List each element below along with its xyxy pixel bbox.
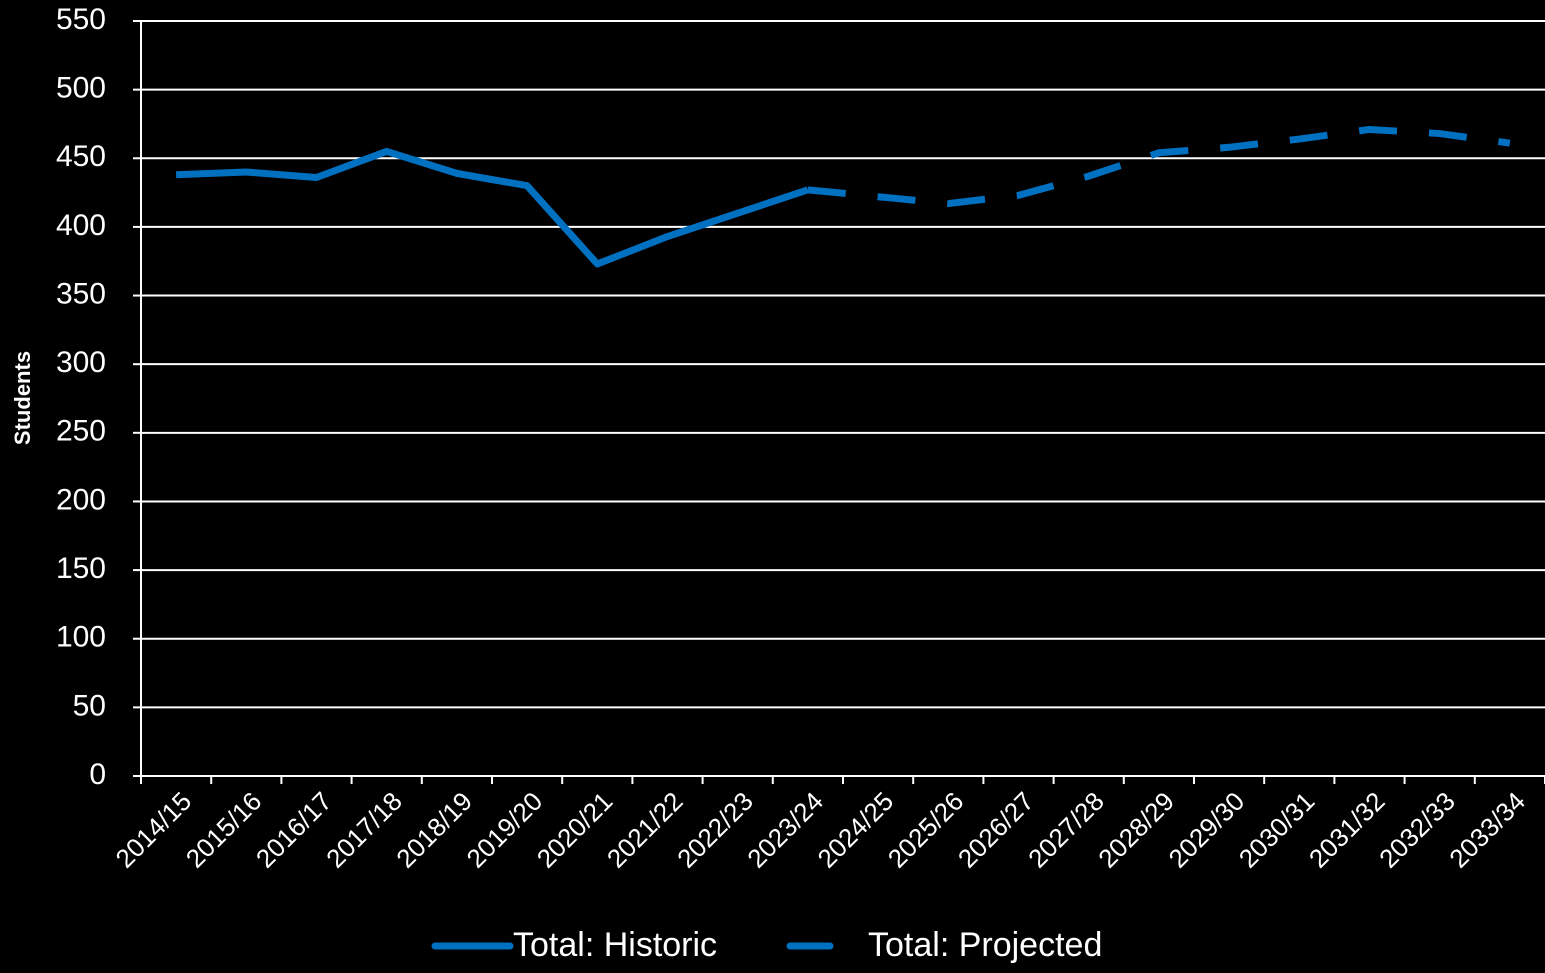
y-tick-label: 0 [89,758,106,791]
y-tick-label: 50 [73,689,106,722]
y-tick-label: 450 [56,140,106,173]
series-line [807,125,1511,208]
legend-label: Total: Historic [513,926,717,964]
y-tick-label: 350 [56,277,106,310]
legend-label: Total: Projected [868,926,1102,964]
y-tick-label: 250 [56,415,106,448]
y-tick-label: 150 [56,552,106,585]
series-line [175,147,810,268]
y-axis-label: Students [10,351,35,445]
y-tick-label: 300 [56,346,106,379]
y-tick-label: 400 [56,209,106,242]
y-tick-label: 500 [56,72,106,105]
y-tick-label: 100 [56,621,106,654]
y-tick-label: 550 [56,3,106,36]
y-tick-label: 200 [56,483,106,516]
